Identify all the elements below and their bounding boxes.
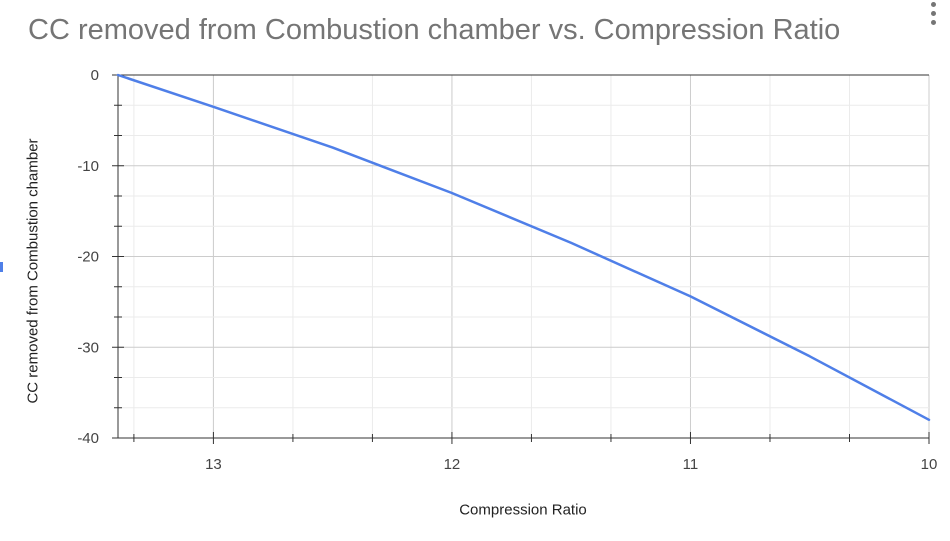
y-tick-label: -30 bbox=[77, 339, 99, 356]
x-tick-label: 12 bbox=[444, 456, 461, 473]
y-tick-label: -20 bbox=[77, 249, 99, 266]
series-legend-marker bbox=[0, 262, 3, 272]
y-tick-label: -40 bbox=[77, 430, 99, 447]
x-tick-label: 13 bbox=[205, 456, 222, 473]
more-options-icon[interactable] bbox=[926, 0, 942, 30]
x-tick-label: 10 bbox=[921, 456, 938, 473]
y-axis-label: CC removed from Combustion chamber bbox=[24, 138, 42, 404]
x-tick-label: 11 bbox=[683, 456, 699, 473]
series-line bbox=[116, 73, 931, 422]
y-tick-label: 0 bbox=[91, 67, 99, 84]
y-tick-label: -10 bbox=[77, 158, 99, 175]
chart-title: CC removed from Combustion chamber vs. C… bbox=[28, 14, 841, 46]
x-axis-label: Compression Ratio bbox=[459, 501, 587, 519]
